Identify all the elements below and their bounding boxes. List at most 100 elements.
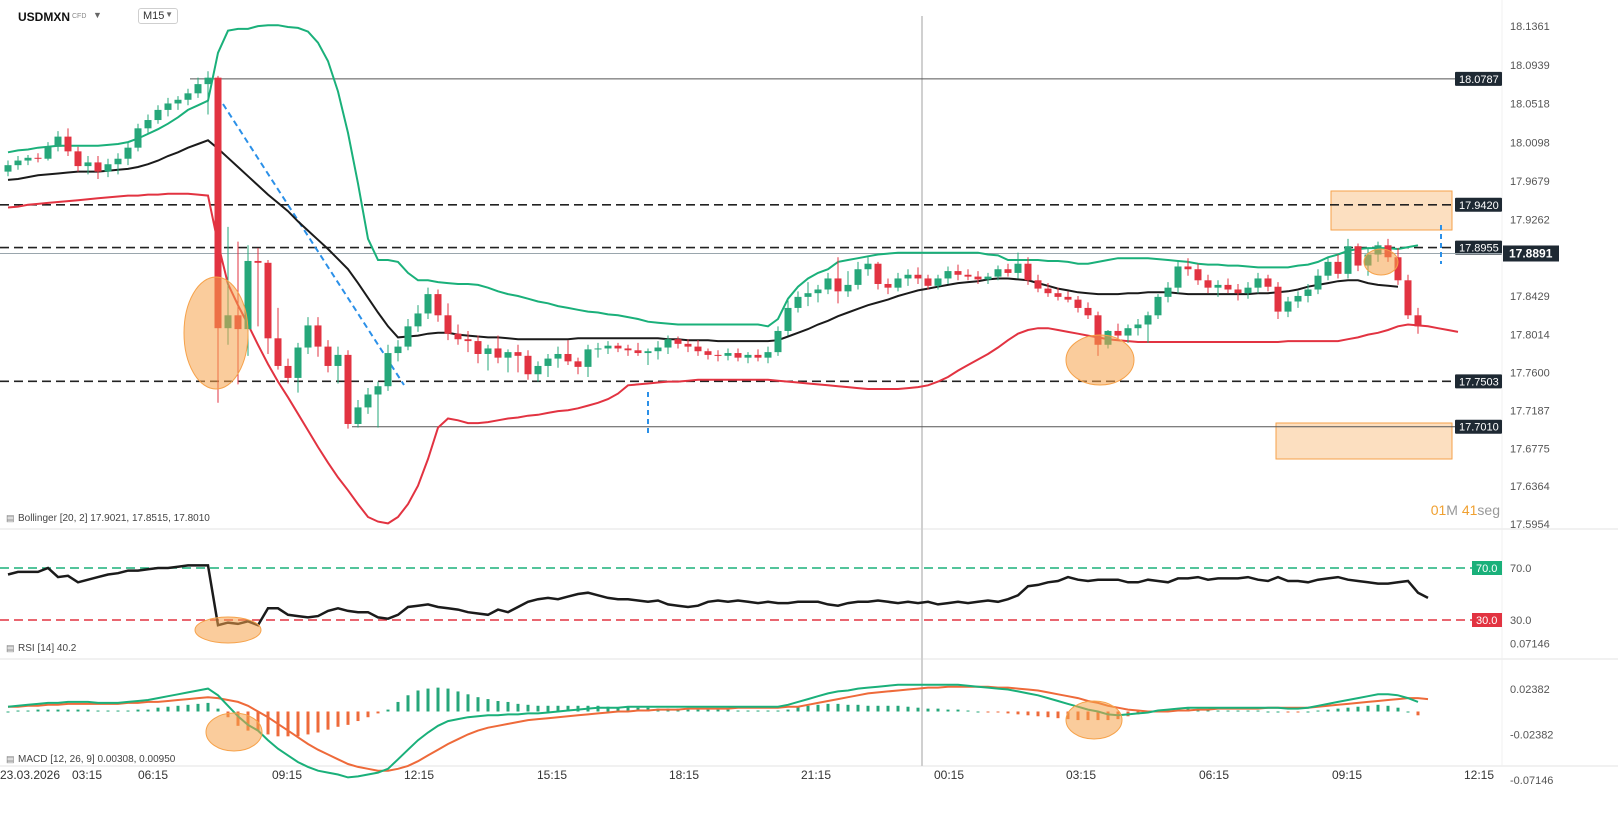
- rsi-axis-tick: 30.0: [1510, 615, 1531, 627]
- macd-histogram-bar: [326, 711, 330, 730]
- rsi-line: [7, 564, 1429, 627]
- candle-body: [274, 338, 282, 366]
- macd-histogram-bar: [1226, 710, 1230, 712]
- candle-body: [24, 157, 32, 161]
- candle-body: [984, 276, 992, 280]
- macd-histogram-bar: [936, 708, 940, 712]
- indicator-settings-icon[interactable]: ▤: [6, 754, 15, 764]
- macd-histogram-bar: [356, 711, 360, 722]
- highlight-ellipse: [1065, 334, 1135, 386]
- macd-histogram-bar: [286, 711, 290, 737]
- macd-histogram-bar: [266, 711, 270, 735]
- macd-histogram-bar: [206, 702, 210, 712]
- macd-histogram-bar: [1296, 711, 1300, 713]
- macd-histogram-bar: [806, 705, 810, 712]
- candle-body: [934, 278, 942, 286]
- candle-body: [454, 333, 462, 340]
- price-level-label: 17.7503: [1459, 376, 1499, 388]
- price-axis-tick: 17.8429: [1510, 291, 1550, 303]
- macd-histogram-bar: [716, 709, 720, 712]
- price-axis-tick: 18.1361: [1510, 21, 1550, 33]
- candle-body: [1014, 263, 1022, 273]
- macd-histogram-bar: [776, 710, 780, 712]
- indicator-settings-icon[interactable]: ▤: [6, 643, 15, 653]
- macd-histogram-bar: [946, 709, 950, 712]
- candle-body: [774, 330, 782, 353]
- time-axis-tick: 21:15: [801, 768, 831, 782]
- rsi-level-tag: [1472, 613, 1502, 627]
- candle-body: [74, 151, 82, 167]
- time-axis-tick: 00:15: [934, 768, 964, 782]
- macd-histogram-bar: [1006, 711, 1010, 714]
- candle-body: [84, 162, 92, 167]
- candle-body: [404, 326, 412, 347]
- macd-legend-text: MACD [12, 26, 9] 0.00308, 0.00950: [18, 754, 176, 765]
- candle-body: [1114, 330, 1122, 336]
- candle-body: [604, 345, 612, 349]
- candle-body: [1164, 287, 1172, 297]
- rsi-axis-tick: 70.0: [1510, 563, 1531, 575]
- macd-histogram-bar: [1016, 711, 1020, 715]
- candle-body: [254, 260, 262, 263]
- candle-body: [894, 278, 902, 288]
- price-level-label: 18.0787: [1459, 74, 1499, 86]
- bollinger-legend[interactable]: ▤ Bollinger [20, 2] 17.9021, 17.8515, 17.…: [6, 513, 210, 524]
- candle-body: [654, 347, 662, 352]
- macd-histogram-bar: [856, 704, 860, 712]
- macd-histogram-bar: [906, 706, 910, 712]
- macd-histogram-bar: [426, 688, 430, 712]
- current-price-tag: [1503, 245, 1559, 262]
- price-level-label: 17.8955: [1459, 243, 1499, 255]
- highlight-ellipse: [205, 712, 263, 752]
- rsi-level-label: 30.0: [1476, 615, 1497, 627]
- macd-histogram-bar: [1366, 705, 1370, 712]
- macd-histogram-bar: [756, 710, 760, 712]
- rsi-legend[interactable]: ▤ RSI [14] 40.2: [6, 643, 76, 654]
- price-axis-tick: 17.6775: [1510, 443, 1550, 455]
- macd-histogram-bar: [966, 710, 970, 712]
- timeframe-select[interactable]: M15 ▼: [138, 8, 178, 24]
- macd-histogram-bar: [1286, 711, 1290, 713]
- candle-body: [64, 136, 72, 152]
- price-axis-tick: 18.0518: [1510, 99, 1550, 111]
- macd-histogram-bar: [1266, 711, 1270, 713]
- rsi-level-label: 70.0: [1476, 563, 1497, 575]
- highlight-ellipse: [1065, 700, 1123, 740]
- macd-histogram-bar: [1326, 709, 1330, 712]
- candle-body: [874, 263, 882, 284]
- candle-body: [4, 165, 12, 172]
- macd-histogram-bar: [616, 707, 620, 712]
- time-axis-tick: 15:15: [537, 768, 567, 782]
- time-axis-tick: 18:15: [669, 768, 699, 782]
- price-level-tag: [1455, 374, 1502, 389]
- candle-body: [524, 355, 532, 375]
- macd-histogram-bar: [126, 710, 130, 712]
- candle-body: [1274, 286, 1282, 312]
- chevron-down-icon: ▼: [165, 10, 173, 19]
- macd-histogram-bar: [216, 708, 220, 712]
- candle-body: [114, 158, 122, 165]
- candle-body: [34, 157, 42, 159]
- macd-histogram-bar: [1046, 711, 1050, 718]
- price-level-label: 17.7010: [1459, 422, 1499, 434]
- macd-legend[interactable]: ▤ MACD [12, 26, 9] 0.00308, 0.00950: [6, 754, 175, 765]
- candle-body: [304, 325, 312, 348]
- macd-histogram-bar: [416, 690, 420, 712]
- resistance-zone: [1330, 190, 1453, 231]
- indicator-settings-icon[interactable]: ▤: [6, 513, 15, 523]
- macd-histogram-bar: [626, 706, 630, 712]
- macd-axis-tick: 0.07146: [1510, 638, 1550, 650]
- candle-body: [314, 325, 322, 347]
- time-axis-tick: 03:15: [72, 768, 102, 782]
- macd-histogram-bar: [346, 711, 350, 725]
- price-level-tag: [1455, 240, 1502, 255]
- time-axis-tick: 12:15: [404, 768, 434, 782]
- candle-body: [904, 274, 912, 279]
- candle-body: [174, 99, 182, 104]
- symbol-dropdown-icon[interactable]: ▼: [93, 10, 102, 20]
- symbol-label[interactable]: USDMXN: [18, 10, 71, 24]
- macd-histogram-bar: [66, 709, 70, 712]
- macd-histogram-bar: [826, 703, 830, 712]
- time-axis-tick: 06:15: [138, 768, 168, 782]
